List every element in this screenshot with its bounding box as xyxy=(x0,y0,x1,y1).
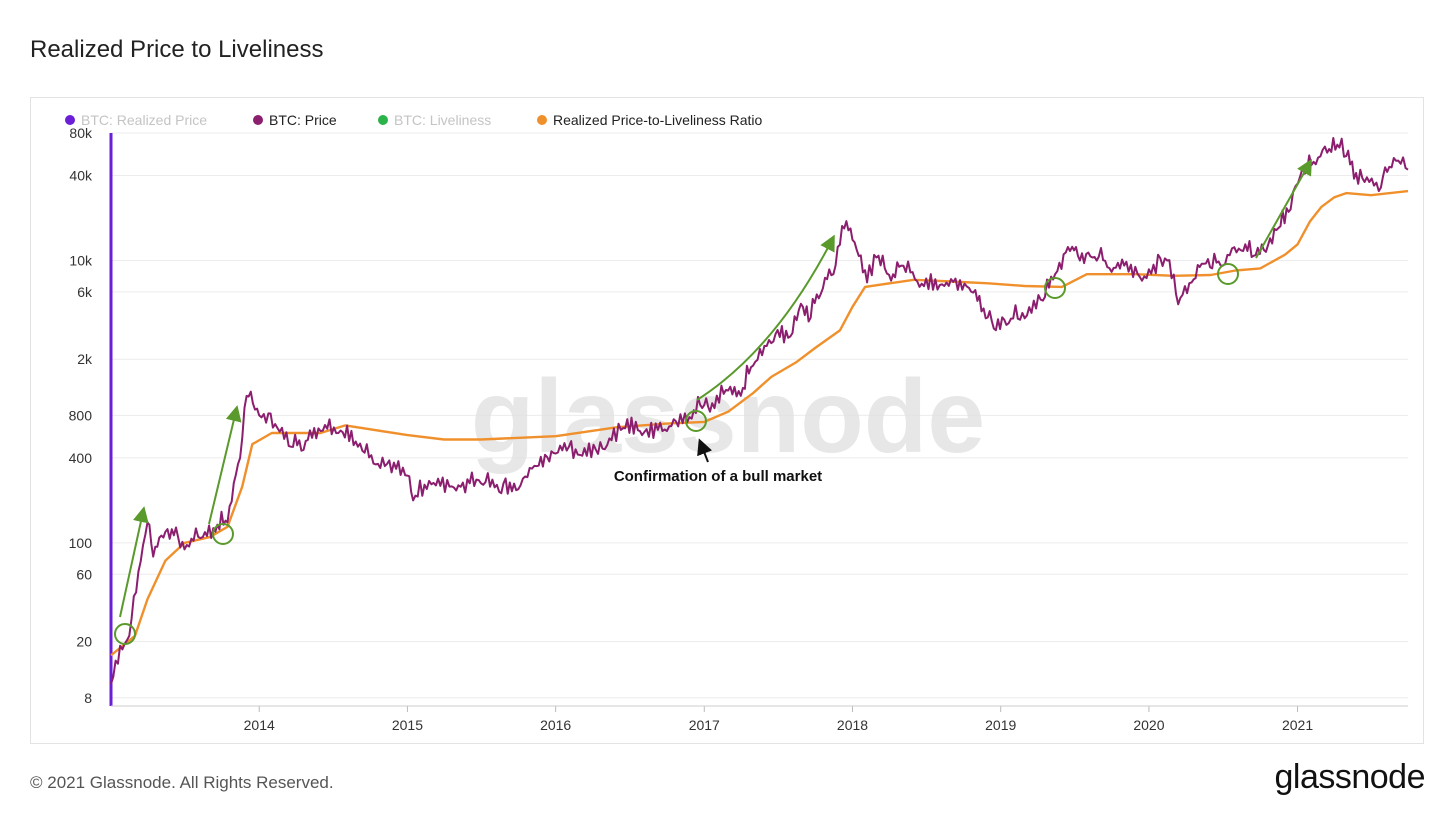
legend-item[interactable]: BTC: Price xyxy=(253,112,337,128)
legend-item[interactable]: BTC: Realized Price xyxy=(65,112,207,128)
x-tick-label: 2019 xyxy=(985,717,1016,733)
trend-arrow xyxy=(208,405,242,525)
ratio-line xyxy=(110,189,1409,657)
annotation-arrow xyxy=(697,438,713,463)
y-tick-label: 6k xyxy=(77,284,93,300)
trend-arrow xyxy=(119,506,149,618)
trend-arrow xyxy=(1255,158,1312,259)
legend-label: BTC: Realized Price xyxy=(81,112,207,128)
legend-label: Realized Price-to-Liveliness Ratio xyxy=(553,112,763,128)
trend-arrow xyxy=(696,234,835,401)
y-axis-ticks: 80k 40k 10k 6k 2k 800 400 100 60 20 8 xyxy=(69,125,93,706)
x-axis-ticks: 2014 2015 2016 2017 2018 2019 2020 2021 xyxy=(244,706,1313,733)
y-tick-label: 2k xyxy=(77,351,93,367)
page-title: Realized Price to Liveliness xyxy=(30,36,324,63)
x-tick-label: 2015 xyxy=(392,717,423,733)
grid-lines xyxy=(111,132,1408,699)
series-group xyxy=(110,137,1409,685)
legend-dot xyxy=(253,115,263,125)
x-tick-label: 2016 xyxy=(540,717,571,733)
x-tick-label: 2014 xyxy=(244,717,275,733)
y-tick-label: 10k xyxy=(69,253,93,269)
y-tick-label: 800 xyxy=(69,407,93,423)
crossover-circles xyxy=(114,263,1239,645)
crossover-circle xyxy=(1217,263,1239,285)
chart-frame xyxy=(30,97,1424,744)
y-tick-label: 40k xyxy=(69,168,93,184)
y-tick-label: 20 xyxy=(76,634,92,650)
crossover-circle xyxy=(114,623,136,645)
legend: BTC: Realized Price BTC: Price BTC: Liveli… xyxy=(65,112,763,128)
crossover-circle xyxy=(685,410,707,432)
legend-dot xyxy=(537,115,547,125)
legend-dot xyxy=(65,115,75,125)
annotation-text: Confirmation of a bull market xyxy=(614,468,822,485)
legend-label: BTC: Price xyxy=(269,112,337,128)
x-tick-label: 2021 xyxy=(1282,717,1313,733)
x-tick-label: 2018 xyxy=(837,717,868,733)
legend-item[interactable]: BTC: Liveliness xyxy=(378,112,491,128)
crossover-circle xyxy=(212,523,234,545)
legend-dot xyxy=(378,115,388,125)
crossover-circle xyxy=(1044,277,1066,299)
x-tick-label: 2020 xyxy=(1133,717,1164,733)
glassnode-logo[interactable]: glassnode xyxy=(1274,758,1425,796)
y-tick-label: 60 xyxy=(76,566,92,582)
trend-arrows xyxy=(119,158,1312,618)
y-tick-label: 100 xyxy=(69,535,93,551)
legend-item[interactable]: Realized Price-to-Liveliness Ratio xyxy=(537,112,763,128)
legend-label: BTC: Liveliness xyxy=(394,112,491,128)
annotation-group: Confirmation of a bull market xyxy=(614,438,822,485)
copyright-footer: © 2021 Glassnode. All Rights Reserved. xyxy=(30,773,334,792)
x-tick-label: 2017 xyxy=(689,717,720,733)
btc-price-line xyxy=(110,137,1409,685)
y-tick-label: 80k xyxy=(69,125,93,141)
y-tick-label: 400 xyxy=(69,450,93,466)
y-tick-label: 8 xyxy=(84,690,92,706)
